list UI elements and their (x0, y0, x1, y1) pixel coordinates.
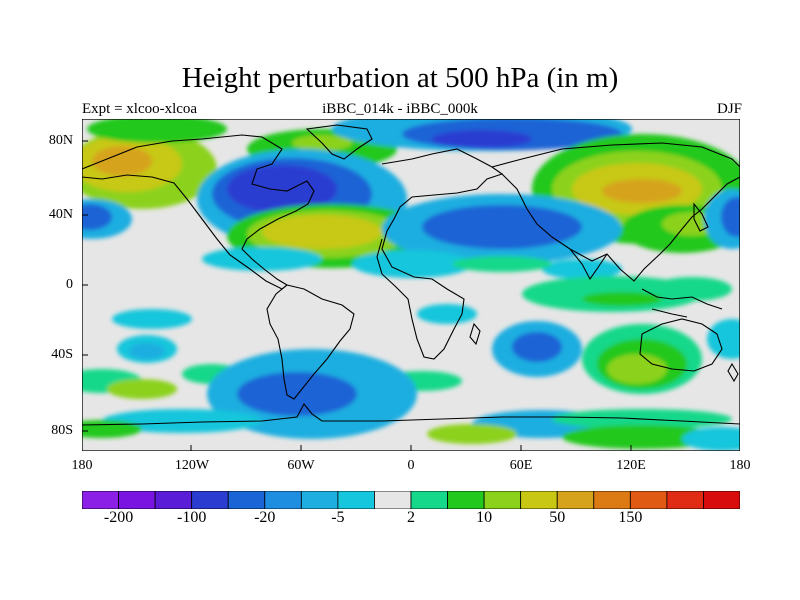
coast-asia (491, 142, 740, 282)
anomaly-region (112, 309, 192, 329)
anomaly-region (129, 343, 165, 359)
anomaly-region (262, 215, 382, 249)
colorbar-swatch (374, 491, 412, 509)
colorbar-swatch (154, 491, 193, 509)
lon-label-120e: 120E (616, 458, 646, 473)
lat-label-80n: 80N (48, 133, 73, 148)
colorbar-label: -200 (103, 509, 134, 526)
lon-label-120w: 120W (174, 458, 210, 473)
colorbar-swatch (593, 491, 631, 509)
lon-label-0: 0 (407, 458, 415, 473)
colorbar-swatch (556, 491, 595, 509)
colorbar-swatch (629, 491, 668, 509)
anomaly-region (82, 204, 112, 230)
comparison-label: iBBC_014k - iBBC_000k (322, 101, 478, 117)
coast-europe-africa (376, 148, 504, 360)
colorbar-swatch (666, 491, 704, 509)
anomaly-region (652, 277, 732, 301)
anomaly-region (682, 427, 740, 451)
lat-label-80s: 80S (51, 423, 73, 438)
lat-label-40s: 40S (51, 347, 73, 362)
colorbar-swatch (520, 491, 558, 509)
coast-india (569, 248, 608, 281)
colorbar-swatch (300, 491, 339, 509)
colorbar-label: 150 (618, 509, 643, 526)
colorbar-swatch (447, 491, 485, 509)
colorbar-swatch (483, 491, 522, 509)
anomaly-region (107, 379, 177, 399)
anomaly-region (542, 259, 622, 279)
anomaly-region (202, 247, 322, 271)
colorbar-swatch (337, 491, 375, 509)
colorbar-label: -100 (176, 509, 207, 526)
coast-new-zealand (727, 362, 739, 383)
map-ticks (82, 140, 632, 451)
colorbar-swatch (191, 491, 229, 509)
lon-label-60e: 60E (509, 458, 533, 473)
colorbar-swatch (410, 491, 448, 509)
figure-title: Height perturbation at 500 hPa (in m) (181, 62, 619, 94)
anomaly-region (102, 409, 262, 433)
colorbar-swatch (227, 491, 266, 509)
colorbar-label: 2 (407, 509, 415, 526)
lon-label-180w: 180 (71, 458, 93, 473)
colorbar-swatch (264, 491, 302, 509)
experiment-label: Expt = xlcoo-xlcoa (82, 101, 198, 117)
colorbar-label: -5 (331, 509, 345, 526)
map-panel (82, 119, 740, 451)
colorbar-label: 50 (549, 509, 566, 526)
lon-label-180e: 180 (729, 458, 751, 473)
coast-greenland (305, 124, 373, 160)
anomaly-region (607, 354, 667, 384)
anomaly-region (452, 256, 552, 272)
lat-label-40n: 40N (48, 207, 73, 222)
coast-madagascar (469, 322, 481, 346)
anomaly-region (432, 130, 532, 148)
anomaly-region (582, 292, 662, 306)
anomaly-region (417, 304, 477, 324)
coastlines (82, 124, 740, 426)
coast-south-america (266, 284, 355, 400)
lat-label-equator: 0 (66, 277, 73, 292)
colorbar (82, 491, 740, 509)
colorbar-swatch (82, 491, 119, 509)
coast-southeast-asia (641, 288, 723, 318)
anomaly-region (602, 179, 682, 203)
lon-label-60w: 60W (287, 458, 315, 473)
coast-australia (639, 318, 723, 372)
anomaly-region (562, 425, 722, 449)
anomaly-region (427, 424, 517, 444)
anomaly-region (422, 205, 582, 249)
colorbar-label: -20 (254, 509, 276, 526)
colorbar-swatch (703, 491, 740, 509)
coast-north-america (82, 134, 315, 290)
anomaly-field (82, 119, 740, 451)
coast-japan (693, 202, 709, 232)
anomaly-region (512, 332, 562, 362)
coast-antarctica (82, 403, 740, 426)
anomaly-region (721, 197, 740, 237)
anomaly-region (237, 372, 357, 416)
anomaly-region (707, 319, 740, 359)
season-label: DJF (716, 101, 742, 117)
colorbar-swatch (118, 491, 156, 509)
anomaly-region (92, 146, 152, 176)
anomaly-region (352, 250, 472, 278)
anomaly-region (87, 119, 227, 143)
colorbar-label: 10 (476, 509, 493, 526)
